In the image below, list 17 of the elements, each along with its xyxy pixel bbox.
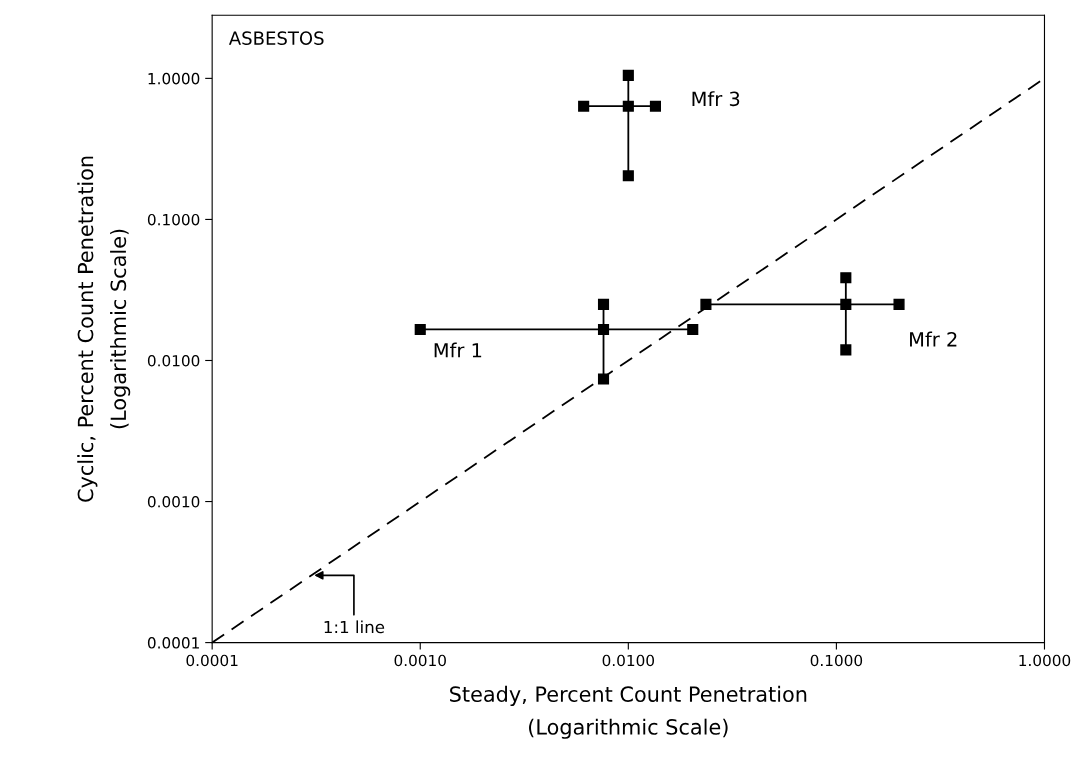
y-tick-label: 0.0100 — [147, 354, 200, 367]
series-label: Mfr 2 — [910, 331, 957, 347]
y-tick-label: 0.0001 — [147, 637, 199, 649]
series-label: Mfr 1 — [434, 342, 482, 358]
y-axis-title: Cyclic, Percent Count Penetration (Logarithmic Scale) — [77, 156, 131, 502]
x-tick-label: 0.0010 — [394, 654, 446, 667]
y-tick-label: 0.1000 — [147, 213, 200, 226]
x-tick-label: 0.0001 — [186, 654, 238, 667]
x-tick-label: 1.0000 — [1019, 654, 1071, 667]
y-tick-label: 0.0010 — [147, 496, 200, 508]
y-tick-label: 1.0000 — [148, 72, 200, 85]
series-label: Mfr 3 — [692, 91, 740, 107]
x-tick-label: 0.0100 — [602, 654, 655, 667]
annotation: 1:1 line — [324, 620, 385, 634]
x-axis-title: Steady, Percent Count Penetration (Logarithmic Scale) — [450, 685, 807, 739]
x-tick-label: 0.1000 — [810, 654, 863, 667]
text: ASBESTOS — [228, 31, 324, 45]
